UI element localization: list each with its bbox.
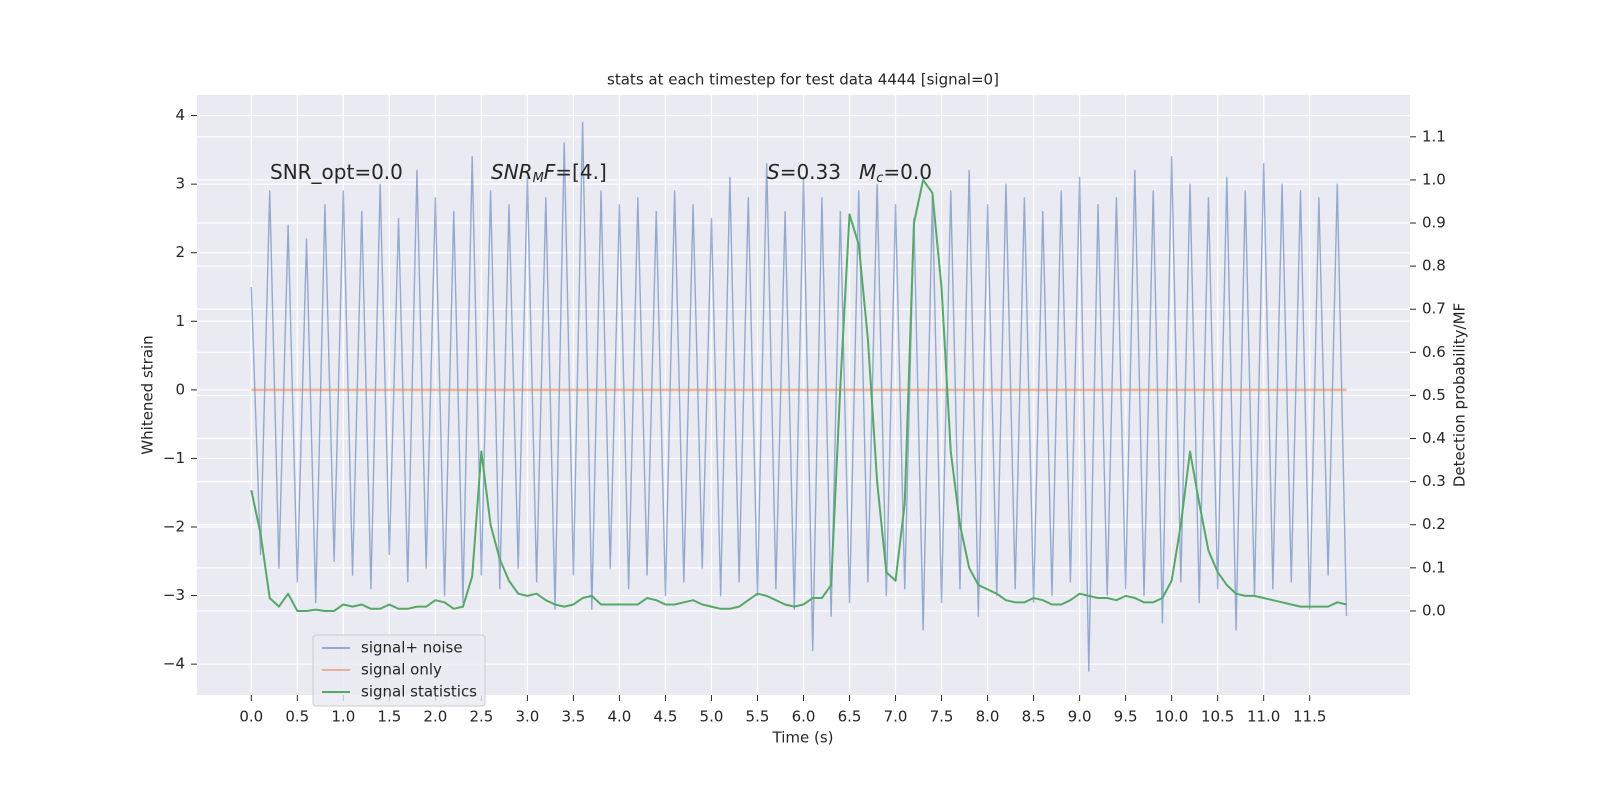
- data-line: [250, 178, 1347, 612]
- x-tick-label: 7.5: [930, 708, 954, 726]
- y2-tick-label: 1.1: [1422, 127, 1446, 145]
- annotation: Mc=0.0: [859, 160, 932, 186]
- x-tick-label: 1.0: [331, 708, 355, 726]
- x-axis-label: Time (s): [772, 729, 834, 747]
- x-tick-label: 11.0: [1247, 708, 1280, 726]
- data-line: [250, 121, 1348, 672]
- y-axis-label: Whitened strain: [139, 335, 157, 454]
- y2-tick-label: 0.9: [1422, 214, 1446, 232]
- legend-label: signal statistics: [361, 683, 477, 701]
- x-tick-label: 9.5: [1114, 708, 1138, 726]
- x-tick-label: 0.5: [285, 708, 309, 726]
- y-tick-label: −3: [163, 586, 185, 604]
- y2-tick-label: 0.1: [1422, 558, 1446, 576]
- y-tick-label: −1: [163, 449, 185, 467]
- y2-tick-label: 1.0: [1422, 170, 1446, 188]
- x-tick-label: 8.5: [1022, 708, 1046, 726]
- x-tick-label: 3.5: [561, 708, 585, 726]
- y-tick-label: −4: [163, 655, 185, 673]
- legend-box: [312, 634, 486, 707]
- chart-title: stats at each timestep for test data 444…: [607, 71, 999, 89]
- y-tick-label: 0: [175, 380, 185, 398]
- annotation-part: =0.0: [883, 160, 932, 184]
- x-tick-label: 4.0: [608, 708, 632, 726]
- y2-tick-label: 0.6: [1422, 343, 1446, 361]
- x-tick-label: 10.0: [1155, 708, 1188, 726]
- y2-axis-label: Detection probability/MF: [1451, 303, 1469, 487]
- x-tick-label: 8.0: [976, 708, 1000, 726]
- x-tick-label: 1.5: [377, 708, 401, 726]
- x-tick-label: 11.5: [1293, 708, 1326, 726]
- y-tick-label: 2: [175, 243, 185, 261]
- annotation: SNR_opt=0.0: [270, 160, 403, 184]
- y-tick-label: −2: [163, 518, 185, 536]
- y2-tick-label: 0.8: [1422, 257, 1446, 275]
- x-tick-label: 0.0: [239, 708, 263, 726]
- y2-tick-label: 0.4: [1422, 429, 1446, 447]
- lines: [250, 121, 1348, 672]
- annotation-part: SNR: [491, 160, 533, 184]
- annotation-part: F: [544, 160, 556, 184]
- legend-label: signal+ noise: [361, 639, 463, 657]
- x-tick-label: 2.0: [423, 708, 447, 726]
- annotation-part: S: [767, 160, 780, 184]
- y-tick-label: 1: [175, 312, 185, 330]
- annotation-part: =0.33: [780, 160, 841, 184]
- y2-tick-label: 0.3: [1422, 472, 1446, 490]
- annotation-part: M: [859, 160, 876, 184]
- legend-label: signal only: [361, 661, 442, 679]
- annotation: S=0.33: [767, 160, 841, 184]
- x-tick-label: 7.0: [884, 708, 908, 726]
- y-tick-label: 3: [175, 175, 185, 193]
- x-tick-label: 5.5: [746, 708, 770, 726]
- x-tick-label: 6.0: [792, 708, 816, 726]
- foreground: 0.0 0.5 1.0 1.5 2.0 2.5 3.0 3.5 4.0 4.5 5.0 5.5 6.0 6…: [163, 106, 1446, 725]
- annotation-part: SNR_opt=0.0: [270, 160, 403, 184]
- annotation-part: =[4.]: [555, 160, 606, 184]
- y-tick-label: 4: [175, 106, 185, 124]
- y2-tick-label: 0.7: [1422, 300, 1446, 318]
- x-tick-label: 4.5: [654, 708, 678, 726]
- y2-tick-label: 0.5: [1422, 386, 1446, 404]
- annotation-part: c: [876, 171, 883, 186]
- y2-tick-label: 0.0: [1422, 601, 1446, 619]
- x-tick-label: 9.0: [1068, 708, 1092, 726]
- x-tick-label: 3.0: [515, 708, 539, 726]
- x-tick-label: 5.0: [700, 708, 724, 726]
- y2-tick-label: 0.2: [1422, 515, 1446, 533]
- x-tick-label: 6.5: [838, 708, 862, 726]
- annotation-part: M: [533, 171, 544, 186]
- x-tick-label: 10.5: [1201, 708, 1234, 726]
- x-tick-label: 2.5: [469, 708, 493, 726]
- annotation: SNRMF=[4.]: [491, 160, 607, 186]
